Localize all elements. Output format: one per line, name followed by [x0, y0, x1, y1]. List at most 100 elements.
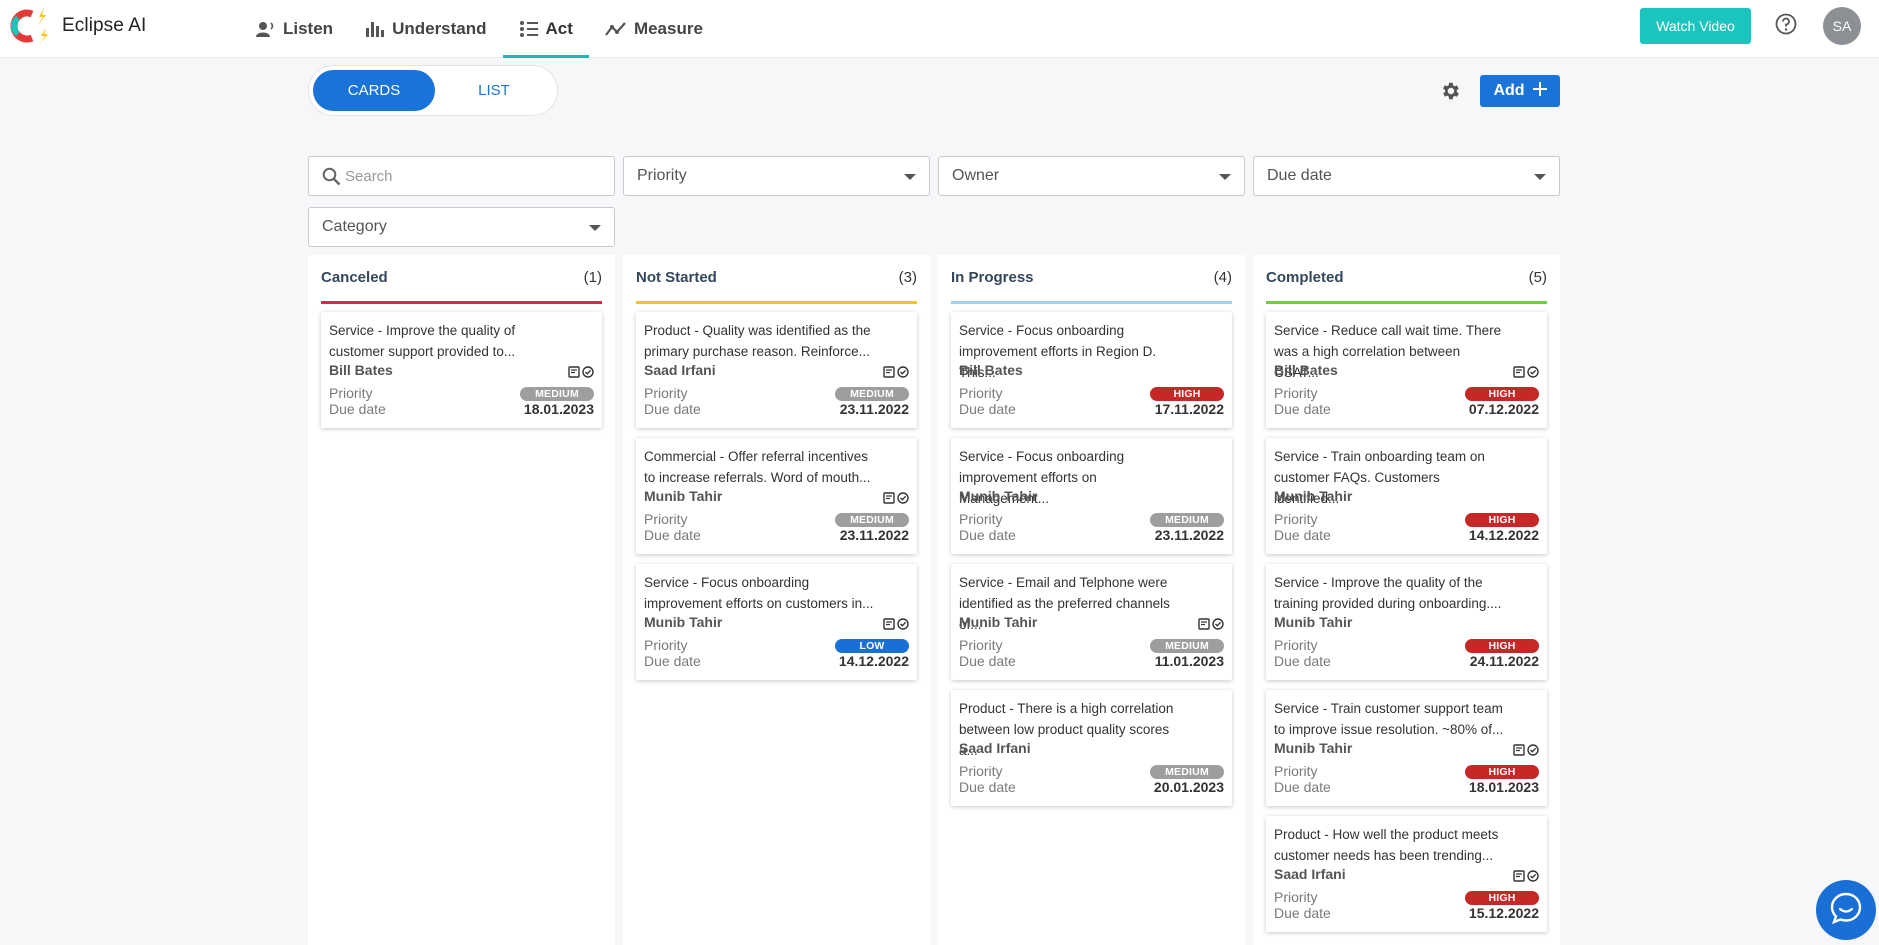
priority-badge: HIGH	[1150, 387, 1224, 401]
priority-label: Priority	[1274, 637, 1318, 653]
search-input[interactable]	[345, 167, 601, 185]
action-card[interactable]: Service - Focus onboarding improvement e…	[636, 564, 917, 680]
card-due-date: 15.12.2022	[1468, 905, 1539, 921]
card-description: Service - Train onboarding team on custo…	[1274, 449, 1485, 506]
card-description: Product - Quality was identified as the …	[644, 323, 871, 359]
card-due-date: 14.12.2022	[838, 653, 909, 669]
check-circle-icon	[1527, 365, 1539, 383]
nav-understand[interactable]: Understand	[349, 0, 502, 58]
cards-view-button[interactable]: CARDS	[313, 70, 435, 111]
priority-badge: LOW	[835, 639, 909, 653]
due-date-label: Due date	[1274, 905, 1331, 921]
priority-badge: HIGH	[1465, 387, 1539, 401]
view-toggle: CARDS LIST	[308, 65, 558, 116]
nav-listen[interactable]: Listen	[240, 0, 349, 58]
chevron-down-icon	[589, 225, 601, 231]
due-date-label: Due date	[1274, 779, 1331, 795]
trend-icon	[605, 20, 627, 38]
chat-launcher-button[interactable]	[1816, 880, 1876, 940]
card-owner: Munib Tahir	[644, 488, 723, 504]
priority-select[interactable]: Priority	[623, 156, 930, 196]
action-card[interactable]: Service - Email and Telphone were identi…	[951, 564, 1232, 680]
card-status-icons	[883, 617, 909, 635]
action-card[interactable]: Service - Reduce call wait time. There w…	[1266, 312, 1547, 428]
card-owner: Saad Irfani	[959, 740, 1031, 756]
card-description: Service - Focus onboarding improvement e…	[644, 575, 874, 611]
note-icon	[883, 365, 895, 383]
act-icon	[519, 20, 539, 38]
priority-badge: HIGH	[1465, 639, 1539, 653]
card-owner: Munib Tahir	[959, 614, 1038, 630]
card-owner: Bill Bates	[329, 362, 393, 378]
due-date-label: Due date	[959, 527, 1016, 543]
action-card[interactable]: Product - How well the product meets cus…	[1266, 816, 1547, 932]
column-title: Not Started	[636, 269, 717, 286]
due-date-label: Due date	[329, 401, 386, 417]
add-button[interactable]: Add	[1480, 75, 1560, 107]
nav-act[interactable]: Act	[502, 0, 590, 58]
priority-label: Priority	[644, 637, 688, 653]
due-date-select[interactable]: Due date	[1253, 156, 1560, 196]
action-card[interactable]: Product - There is a high correlation be…	[951, 690, 1232, 806]
note-icon	[1513, 365, 1525, 383]
priority-badge: HIGH	[1465, 891, 1539, 905]
chevron-down-icon	[904, 174, 916, 180]
priority-badge: MEDIUM	[1150, 513, 1224, 527]
column-header: Not Started (3)	[636, 269, 917, 287]
due-date-label: Due date	[644, 401, 701, 417]
list-view-button[interactable]: LIST	[478, 82, 510, 99]
category-select[interactable]: Category	[308, 207, 615, 247]
priority-label: Priority	[959, 637, 1003, 653]
add-button-label: Add	[1493, 82, 1525, 99]
priority-label: Priority	[959, 763, 1003, 779]
column-status-line	[636, 301, 917, 304]
priority-label: Priority	[644, 385, 688, 401]
card-status-icons	[1513, 869, 1539, 887]
card-owner: Saad Irfani	[644, 362, 716, 378]
card-owner: Munib Tahir	[644, 614, 723, 630]
nav-measure[interactable]: Measure	[589, 0, 719, 58]
priority-label: Priority	[329, 385, 373, 401]
due-date-label: Due date	[644, 653, 701, 669]
category-select-label: Category	[322, 218, 387, 235]
column-count: (4)	[1213, 269, 1232, 286]
action-card[interactable]: Service - Improve the quality of custome…	[321, 312, 602, 428]
action-card[interactable]: Product - Quality was identified as the …	[636, 312, 917, 428]
listen-icon	[256, 20, 276, 38]
help-icon[interactable]	[1775, 13, 1797, 40]
search-icon	[322, 167, 341, 191]
priority-badge: HIGH	[1465, 513, 1539, 527]
card-description: Product - How well the product meets cus…	[1274, 827, 1499, 863]
action-card[interactable]: Service - Train onboarding team on custo…	[1266, 438, 1547, 554]
check-circle-icon	[897, 491, 909, 509]
chevron-down-icon	[1219, 174, 1231, 180]
action-card[interactable]: Commercial - Offer referral incentives t…	[636, 438, 917, 554]
card-due-date: 17.11.2022	[1154, 401, 1224, 417]
action-card[interactable]: Service - Train customer support team to…	[1266, 690, 1547, 806]
check-circle-icon	[1212, 617, 1224, 635]
card-description: Service - Email and Telphone were identi…	[959, 575, 1170, 632]
top-header: Eclipse AI Listen Understand Act Measure	[0, 0, 1879, 58]
watch-video-button[interactable]: Watch Video	[1640, 8, 1751, 44]
card-due-date: 07.12.2022	[1468, 401, 1539, 417]
card-owner: Munib Tahir	[959, 488, 1038, 504]
action-card[interactable]: Service - Focus onboarding improvement e…	[951, 312, 1232, 428]
priority-badge: MEDIUM	[1150, 765, 1224, 779]
owner-select[interactable]: Owner	[938, 156, 1245, 196]
action-card[interactable]: Service - Improve the quality of the tra…	[1266, 564, 1547, 680]
gear-icon[interactable]	[1439, 80, 1461, 107]
card-description: Service - Focus onboarding improvement e…	[959, 449, 1125, 506]
card-status-icons	[1198, 617, 1224, 635]
column-status-line	[321, 301, 602, 304]
chevron-down-icon	[1534, 174, 1546, 180]
search-field[interactable]	[308, 156, 615, 196]
check-circle-icon	[897, 365, 909, 383]
note-icon	[568, 365, 580, 383]
card-description: Service - Focus onboarding improvement e…	[959, 323, 1157, 380]
app-logo[interactable]: Eclipse AI	[6, 6, 146, 46]
note-icon	[1513, 869, 1525, 887]
card-due-date: 23.11.2022	[839, 401, 909, 417]
action-card[interactable]: Service - Focus onboarding improvement e…	[951, 438, 1232, 554]
nav-act-label: Act	[545, 19, 573, 38]
user-avatar[interactable]: SA	[1823, 7, 1861, 45]
